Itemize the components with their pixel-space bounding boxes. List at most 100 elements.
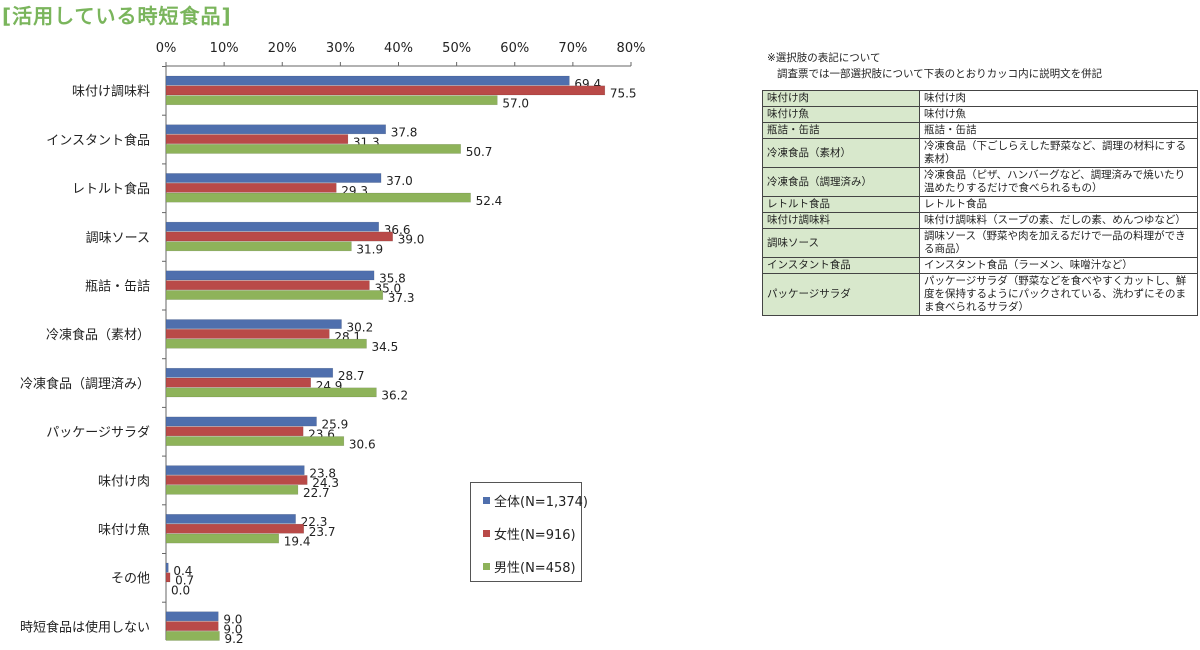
- bar-male: [165, 95, 498, 106]
- category-label: 時短食品は使用しない: [20, 619, 150, 635]
- data-label: 9.2: [224, 632, 243, 646]
- bar-all: [165, 173, 382, 183]
- table-desc: 冷凍食品（下ごしらえした野菜など、調理の材料にする素材）: [919, 138, 1198, 168]
- data-label: 52.4: [476, 194, 503, 208]
- table-desc: 瓶詰・缶詰: [919, 122, 1198, 139]
- data-label: 28.7: [338, 369, 365, 383]
- legend-swatch-male: [483, 563, 490, 570]
- legend-label-all: 全体(N=1,374): [494, 495, 588, 510]
- table-row: 味付け肉 味付け肉: [762, 90, 1198, 107]
- legend-swatch-female: [483, 530, 490, 537]
- bar-all: [165, 75, 570, 86]
- table-desc: 冷凍食品（ピザ、ハンバーグなど、調理済みで焼いたり温めたりするだけで食べられるも…: [919, 167, 1198, 197]
- bar-all: [165, 465, 305, 476]
- data-label: 57.0: [502, 96, 529, 110]
- notes: ※選択肢の表記について 調査票では一部選択肢について下表のとおりカッコ内に説明文…: [767, 50, 1102, 82]
- bar-male: [165, 484, 299, 495]
- category-label: 冷凍食品（素材）: [46, 327, 150, 343]
- data-label: 30.2: [347, 320, 374, 334]
- table-desc: インスタント食品（ラーメン、味噌汁など）: [919, 257, 1198, 274]
- table-row: パッケージサラダ パッケージサラダ（野菜などを食べやすくカットし、鮮度を保持する…: [762, 273, 1198, 316]
- bar-all: [165, 124, 386, 135]
- table-term: 瓶詰・缶詰: [762, 122, 920, 139]
- bar-male: [165, 533, 280, 544]
- data-label: 50.7: [466, 145, 493, 159]
- note-line-1: ※選択肢の表記について: [767, 52, 881, 64]
- table-row: インスタント食品 インスタント食品（ラーメン、味噌汁など）: [762, 257, 1198, 274]
- bar-all: [165, 416, 317, 427]
- bar-male: [165, 241, 352, 252]
- table-row: 味付け魚 味付け魚: [762, 106, 1198, 123]
- bar-all: [165, 221, 379, 232]
- x-tick-label: 60%: [500, 41, 529, 56]
- bar-all: [165, 514, 296, 524]
- note-line-2: 調査票では一部選択肢について下表のとおりカッコ内に説明文を併記: [777, 68, 1103, 80]
- x-tick-label: 30%: [326, 41, 355, 56]
- table-desc: 味付け魚: [919, 106, 1198, 123]
- data-label: 23.7: [309, 525, 336, 539]
- bar-all: [165, 562, 169, 573]
- data-label: 0.0: [171, 583, 190, 597]
- x-tick-label: 0%: [156, 41, 177, 56]
- bar-female: [165, 523, 305, 534]
- table-term: 味付け肉: [762, 90, 920, 107]
- bar-female: [165, 182, 337, 193]
- bar-female: [165, 377, 311, 388]
- category-label: 瓶詰・缶詰: [85, 279, 150, 295]
- x-tick-label: 10%: [210, 41, 239, 56]
- data-label: 36.2: [381, 389, 408, 403]
- data-label: 0.4: [173, 564, 192, 578]
- bar-male: [165, 192, 471, 203]
- x-tick-label: 50%: [442, 41, 471, 56]
- bar-all: [165, 319, 342, 329]
- data-label: 9.0: [223, 613, 242, 627]
- table-term: インスタント食品: [762, 257, 920, 274]
- data-label: 37.8: [391, 126, 418, 140]
- bar-female: [165, 134, 349, 144]
- bar-male: [165, 144, 461, 154]
- legend-item-male: 男性(N=458): [483, 557, 576, 576]
- category-label: インスタント食品: [46, 132, 150, 148]
- data-label: 35.8: [379, 272, 406, 286]
- table-term: 冷凍食品（調理済み）: [762, 167, 920, 197]
- category-label: その他: [111, 572, 150, 587]
- category-label: 調味ソース: [86, 231, 150, 246]
- table-term: パッケージサラダ: [762, 273, 920, 316]
- legend-item-female: 女性(N=916): [483, 524, 576, 543]
- data-label: 37.3: [388, 291, 415, 305]
- table-term: 味付け調味料: [762, 212, 920, 229]
- explanation-table: 味付け肉 味付け肉 味付け魚 味付け魚 瓶詰・缶詰 瓶詰・缶詰 冷凍食品（素材）…: [762, 90, 1198, 316]
- data-label: 30.6: [349, 437, 376, 451]
- bar-chart: 0% 10% 20% 30% 40% 50% 60% 70% 80%味付け調味料69.475.5…: [20, 41, 646, 646]
- table-desc: 調味ソース（野菜や肉を加えるだけで一品の料理ができる商品）: [919, 228, 1198, 258]
- x-tick-label: 70%: [558, 41, 587, 56]
- legend-item-all: 全体(N=1,374): [483, 491, 588, 510]
- table-desc: パッケージサラダ（野菜などを食べやすくカットし、鮮度を保持するようにパックされて…: [919, 273, 1198, 316]
- table-row: 味付け調味料 味付け調味料（スープの素、だしの素、めんつゆなど）: [762, 212, 1198, 229]
- data-label: 22.3: [301, 515, 328, 529]
- data-label: 39.0: [398, 233, 425, 247]
- table-row: 冷凍食品（素材） 冷凍食品（下ごしらえした野菜など、調理の材料にする素材）: [762, 138, 1198, 168]
- table-term: 味付け魚: [762, 106, 920, 123]
- data-label: 34.5: [372, 340, 399, 354]
- data-label: 31.9: [356, 243, 383, 257]
- table-row: 瓶詰・缶詰 瓶詰・缶詰: [762, 122, 1198, 139]
- table-term: 冷凍食品（素材）: [762, 138, 920, 168]
- bar-female: [165, 475, 308, 485]
- x-tick-label: 80%: [617, 41, 646, 56]
- category-label: パッケージサラダ: [46, 426, 150, 441]
- data-label: 23.8: [309, 466, 336, 480]
- x-tick-label: 40%: [384, 41, 413, 56]
- category-label: レトルト食品: [72, 181, 150, 197]
- bar-all: [165, 611, 219, 622]
- table-row: 冷凍食品（調理済み） 冷凍食品（ピザ、ハンバーグなど、調理済みで焼いたり温めたり…: [762, 167, 1198, 197]
- bar-all: [165, 270, 375, 281]
- bar-female: [165, 329, 330, 339]
- bar-female: [165, 231, 393, 242]
- table-desc: レトルト食品: [919, 196, 1198, 213]
- category-label: 味付け調味料: [72, 85, 150, 100]
- data-label: 19.4: [284, 535, 311, 549]
- table-row: レトルト食品 レトルト食品: [762, 196, 1198, 213]
- category-label: 味付け肉: [98, 474, 150, 489]
- data-label: 22.7: [303, 486, 330, 500]
